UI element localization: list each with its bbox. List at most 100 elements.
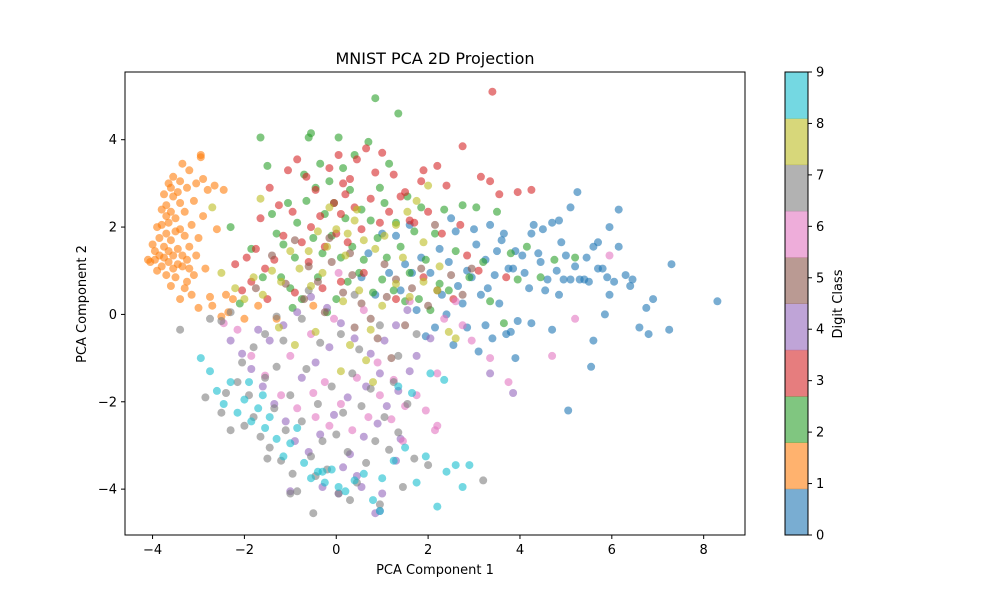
data-point-class-2 bbox=[389, 286, 398, 295]
data-point-class-7 bbox=[226, 308, 235, 317]
data-point-class-3 bbox=[378, 148, 387, 157]
data-point-class-7 bbox=[176, 325, 185, 334]
data-point-class-3 bbox=[362, 144, 371, 153]
data-point-class-7 bbox=[201, 393, 210, 402]
data-point-class-4 bbox=[339, 463, 348, 472]
x-axis-label: PCA Component 1 bbox=[376, 563, 494, 578]
data-point-class-2 bbox=[410, 227, 419, 236]
data-point-class-3 bbox=[396, 192, 405, 201]
data-point-class-0 bbox=[525, 284, 534, 293]
data-point-class-6 bbox=[451, 297, 460, 306]
data-point-class-3 bbox=[274, 201, 283, 210]
data-point-class-6 bbox=[334, 268, 343, 277]
data-point-class-6 bbox=[467, 336, 476, 345]
data-point-class-1 bbox=[173, 244, 182, 253]
data-point-class-4 bbox=[226, 336, 235, 345]
data-point-class-0 bbox=[564, 406, 573, 415]
data-point-class-1 bbox=[183, 277, 191, 286]
data-point-class-8 bbox=[313, 227, 322, 236]
data-point-class-5 bbox=[304, 262, 313, 271]
data-point-class-3 bbox=[290, 288, 299, 297]
data-point-class-4 bbox=[509, 389, 518, 397]
data-point-class-1 bbox=[309, 301, 318, 310]
data-point-class-0 bbox=[513, 317, 522, 325]
data-point-class-9 bbox=[442, 467, 451, 476]
data-point-class-4 bbox=[336, 319, 345, 328]
data-point-class-3 bbox=[495, 190, 504, 199]
colorbar-segment-4 bbox=[785, 303, 808, 351]
data-point-class-2 bbox=[435, 279, 444, 288]
colorbar-label: Digit Class bbox=[831, 269, 846, 338]
data-point-class-4 bbox=[403, 306, 412, 315]
x-axis-ticks: −4 −2 0 2 4 6 8 bbox=[143, 535, 708, 558]
data-point-class-0 bbox=[541, 286, 550, 295]
data-point-class-7 bbox=[297, 417, 306, 426]
data-point-class-4 bbox=[311, 358, 320, 367]
data-point-class-2 bbox=[339, 164, 348, 173]
data-point-class-2 bbox=[256, 133, 265, 142]
data-point-class-2 bbox=[472, 203, 481, 212]
data-point-class-6 bbox=[458, 321, 467, 330]
data-point-class-0 bbox=[582, 253, 591, 262]
data-point-class-3 bbox=[357, 225, 366, 234]
data-point-class-5 bbox=[348, 271, 357, 280]
data-point-class-3 bbox=[419, 166, 428, 175]
data-point-class-5 bbox=[357, 299, 366, 308]
data-point-class-8 bbox=[355, 286, 364, 295]
data-point-class-9 bbox=[369, 496, 377, 505]
data-point-class-1 bbox=[185, 166, 194, 175]
data-point-class-8 bbox=[256, 194, 265, 203]
data-point-class-2 bbox=[325, 177, 334, 186]
data-point-class-5 bbox=[447, 271, 456, 280]
colorbar-tick-label: 7 bbox=[816, 168, 824, 183]
data-point-class-7 bbox=[375, 321, 384, 330]
data-point-class-9 bbox=[408, 389, 416, 397]
data-point-class-9 bbox=[359, 469, 368, 478]
data-point-class-6 bbox=[309, 389, 318, 397]
data-point-class-6 bbox=[486, 354, 495, 363]
data-point-class-2 bbox=[332, 295, 341, 304]
data-point-class-8 bbox=[378, 301, 387, 310]
data-point-class-5 bbox=[313, 277, 322, 286]
data-point-class-7 bbox=[362, 458, 371, 467]
data-point-class-7 bbox=[217, 317, 226, 325]
data-point-class-0 bbox=[534, 249, 543, 258]
data-point-class-5 bbox=[467, 264, 476, 273]
data-point-class-9 bbox=[254, 404, 263, 413]
data-point-class-9 bbox=[300, 458, 309, 467]
data-point-class-8 bbox=[240, 295, 249, 304]
data-point-class-6 bbox=[325, 421, 334, 430]
data-point-class-3 bbox=[238, 286, 247, 295]
data-point-class-0 bbox=[621, 271, 630, 280]
data-point-class-8 bbox=[398, 253, 407, 262]
data-point-class-2 bbox=[571, 253, 580, 262]
data-point-class-8 bbox=[274, 323, 283, 332]
data-point-class-4 bbox=[375, 369, 384, 378]
data-point-class-3 bbox=[417, 177, 426, 186]
data-point-class-7 bbox=[238, 358, 247, 367]
data-point-class-7 bbox=[398, 483, 407, 491]
data-point-class-8 bbox=[217, 268, 226, 277]
data-point-class-8 bbox=[343, 229, 352, 238]
data-point-class-3 bbox=[242, 253, 251, 262]
data-point-class-2 bbox=[536, 273, 545, 282]
data-point-class-5 bbox=[424, 301, 433, 310]
data-point-class-1 bbox=[183, 255, 191, 264]
data-point-class-6 bbox=[233, 325, 242, 334]
data-point-class-4 bbox=[378, 489, 387, 498]
data-point-class-7 bbox=[286, 489, 295, 498]
data-point-class-2 bbox=[499, 319, 508, 328]
data-point-class-7 bbox=[261, 373, 270, 382]
data-point-class-1 bbox=[166, 183, 175, 192]
data-point-class-3 bbox=[261, 264, 270, 273]
data-point-class-6 bbox=[548, 351, 557, 360]
data-point-class-2 bbox=[440, 205, 449, 214]
data-point-class-6 bbox=[336, 400, 345, 408]
data-point-class-2 bbox=[486, 297, 495, 306]
data-point-class-7 bbox=[375, 500, 384, 509]
data-point-class-0 bbox=[495, 299, 504, 308]
data-point-class-1 bbox=[176, 295, 185, 304]
data-point-class-5 bbox=[251, 284, 260, 293]
data-point-class-7 bbox=[371, 437, 380, 446]
data-point-class-0 bbox=[610, 277, 619, 286]
